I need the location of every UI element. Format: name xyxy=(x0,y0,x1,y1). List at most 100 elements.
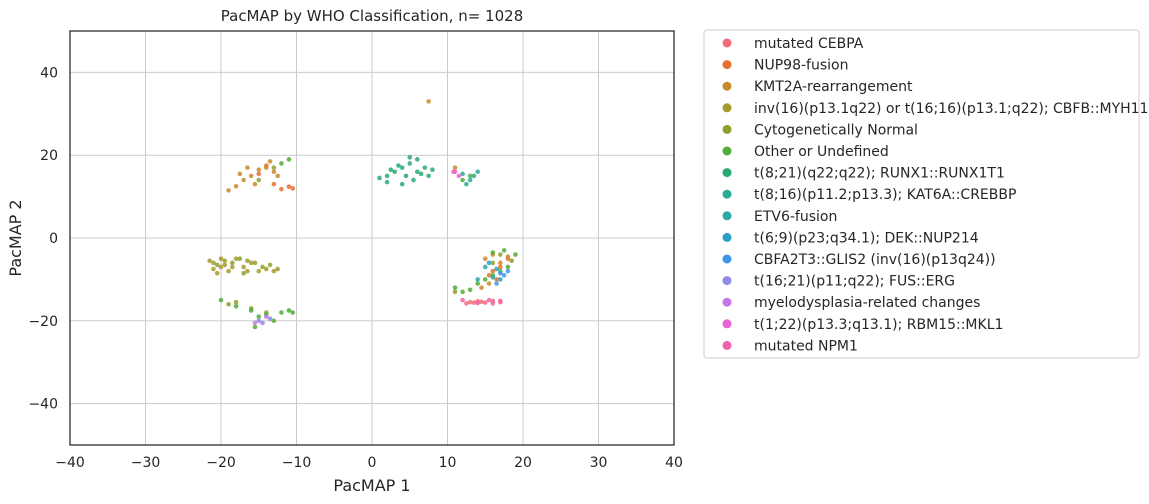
data-point xyxy=(490,268,496,274)
legend-label: t(16;21)(p11;q22); FUS::ERG xyxy=(754,274,955,290)
data-point xyxy=(467,287,473,293)
data-point xyxy=(471,300,477,305)
data-point xyxy=(486,272,492,278)
data-point xyxy=(256,268,262,274)
data-point xyxy=(233,299,239,305)
data-point xyxy=(279,161,284,166)
legend-marker xyxy=(722,254,732,264)
data-point xyxy=(222,262,228,268)
data-point xyxy=(486,260,492,266)
legend-marker xyxy=(722,60,732,70)
data-point xyxy=(501,272,507,278)
data-point xyxy=(498,298,503,304)
data-point xyxy=(509,258,514,264)
data-point xyxy=(464,181,469,187)
data-point xyxy=(286,308,292,313)
data-point xyxy=(290,186,296,191)
data-point xyxy=(505,264,511,270)
y-tick-labels: −40 −20 0 20 40 xyxy=(28,65,58,412)
legend: mutated CEBPA NUP98-fusion KMT2A-rearrange… xyxy=(703,29,1148,359)
data-point xyxy=(267,316,273,322)
y-axis-label: PacMAP 2 xyxy=(6,199,25,276)
data-point xyxy=(415,169,420,175)
data-point xyxy=(260,320,265,326)
data-point xyxy=(475,281,481,286)
data-point xyxy=(211,266,216,272)
data-point xyxy=(214,262,220,268)
data-point xyxy=(214,270,220,276)
data-point xyxy=(490,260,496,266)
data-point xyxy=(241,270,246,276)
data-point xyxy=(460,171,465,177)
data-point xyxy=(490,250,496,255)
data-point xyxy=(498,270,503,276)
data-point xyxy=(482,277,488,282)
legend-label: CBFA2T3::GLIS2 (inv(16)(p13q24)) xyxy=(754,252,996,268)
data-point xyxy=(226,188,231,193)
legend-label: Other or Undefined xyxy=(754,144,889,160)
data-point xyxy=(460,177,465,183)
data-point xyxy=(422,165,428,170)
data-point xyxy=(241,177,246,183)
legend-label: t(8;16)(p11.2;p13.3); KAT6A::CREBBP xyxy=(754,187,1016,203)
data-point xyxy=(498,264,503,270)
data-point xyxy=(271,165,277,170)
legend-marker xyxy=(722,124,732,134)
data-point xyxy=(494,277,499,282)
legend-marker xyxy=(722,38,732,48)
data-point xyxy=(498,260,503,266)
data-point xyxy=(267,159,273,164)
x-tick-label: 30 xyxy=(590,455,608,471)
data-point xyxy=(264,314,269,319)
data-point xyxy=(218,297,224,303)
data-point xyxy=(384,179,390,185)
legend-marker xyxy=(722,146,732,156)
data-point xyxy=(271,268,277,274)
x-tick-label: 40 xyxy=(665,455,683,471)
x-tick-label: −20 xyxy=(206,455,236,471)
legend-marker xyxy=(722,168,732,178)
data-point xyxy=(275,266,280,272)
chart-title: PacMAP by WHO Classification, n= 1028 xyxy=(221,7,523,25)
data-point xyxy=(260,264,265,270)
data-point xyxy=(467,177,473,183)
data-point xyxy=(267,262,273,268)
legend-marker xyxy=(722,319,732,329)
data-point xyxy=(256,177,262,183)
data-point xyxy=(482,300,488,305)
legend-label: Cytogenetically Normal xyxy=(754,122,918,138)
data-point xyxy=(460,297,465,303)
data-point xyxy=(218,256,224,262)
data-point xyxy=(384,173,390,179)
y-tick-label: −40 xyxy=(28,397,58,413)
data-point xyxy=(452,165,458,170)
legend-label: NUP98-fusion xyxy=(754,58,848,74)
data-point xyxy=(233,183,239,189)
y-tick-label: 20 xyxy=(40,148,58,164)
data-point xyxy=(233,256,239,262)
legend-label: inv(16)(p13.1q22) or t(16;16)(p13.1;q22)… xyxy=(754,101,1148,117)
x-tick-label: −40 xyxy=(55,455,85,471)
data-point xyxy=(286,157,292,162)
data-point xyxy=(218,264,224,270)
data-point xyxy=(501,248,507,253)
data-point xyxy=(256,318,262,324)
data-point xyxy=(399,181,405,187)
legend-label: t(1;22)(p13.3;q13.1); RBM15::MKL1 xyxy=(754,317,1003,333)
data-point xyxy=(456,173,462,179)
legend-label: KMT2A-rearrangement xyxy=(754,79,913,95)
y-tick-label: 0 xyxy=(49,231,58,247)
data-point xyxy=(248,173,254,179)
data-point xyxy=(415,157,420,162)
x-tick-label: 0 xyxy=(368,455,377,471)
data-point xyxy=(264,165,269,170)
legend-marker xyxy=(722,103,732,113)
y-tick-label: 40 xyxy=(40,65,58,81)
data-point xyxy=(222,258,228,264)
data-point xyxy=(245,165,250,170)
data-points xyxy=(207,99,518,330)
data-point xyxy=(475,169,481,175)
data-point xyxy=(392,169,397,175)
data-point xyxy=(256,171,262,177)
data-point xyxy=(475,300,481,306)
